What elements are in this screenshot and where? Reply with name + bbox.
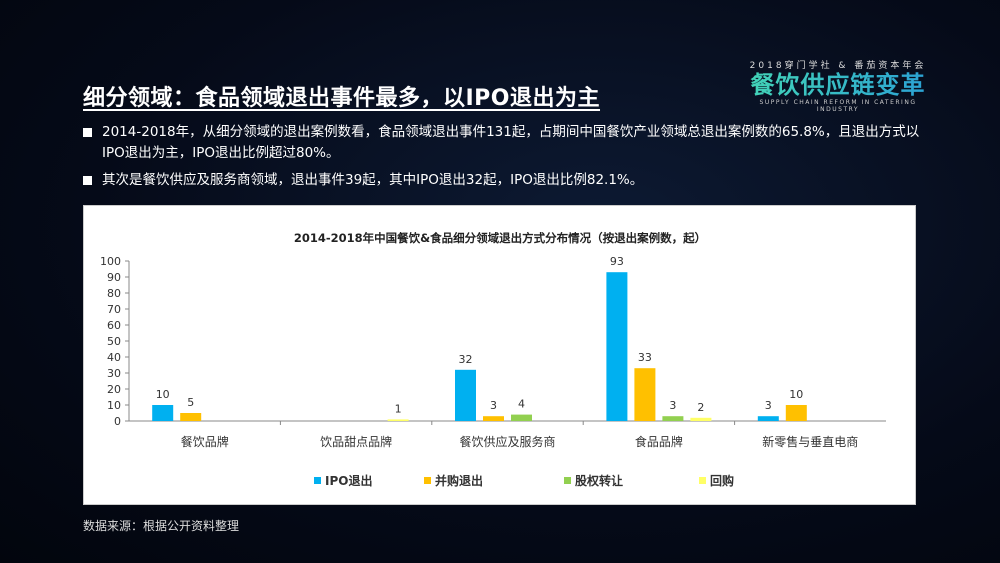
legend-swatch [564,477,571,484]
y-tick-label: 40 [107,351,121,364]
data-source: 数据来源：根据公开资料整理 [83,519,240,533]
data-label: 32 [459,353,473,366]
data-label: 3 [490,399,497,412]
bar-回购 [387,419,409,421]
data-label: 93 [610,255,624,268]
y-tick-label: 100 [100,255,121,268]
data-label: 3 [669,399,676,412]
bullet-square-icon [83,128,92,137]
chart-panel: 2014-2018年中国餐饮&食品细分领域退出方式分布情况（按退出案例数，起） 0… [83,205,916,505]
y-tick-label: 10 [107,399,121,412]
legend-swatch [699,477,706,484]
legend-label: 回购 [710,473,734,488]
data-label: 3 [765,399,772,412]
data-label: 33 [638,351,652,364]
logo-line3: SUPPLY CHAIN REFORM IN CATERING INDUSTRY [759,99,917,113]
page-title: 细分领域：食品领域退出事件最多，以IPO退出为主 [83,86,601,111]
x-tick-label: 餐饮品牌 [181,434,229,449]
bar-并购退出 [180,413,202,421]
bar-并购退出 [634,368,656,421]
data-label: 10 [156,388,170,401]
y-tick-label: 80 [107,287,121,300]
logo-line1: 2018穿门学社 & 番茄资本年会 [749,61,927,71]
x-tick-label: 食品品牌 [635,434,683,449]
x-tick-label: 饮品甜点品牌 [320,435,392,449]
legend-swatch [424,477,431,484]
bullet-square-icon [83,176,92,185]
x-tick-label: 餐饮供应及服务商 [459,434,555,449]
bar-回购 [690,417,712,421]
data-label: 10 [789,388,803,401]
y-tick-label: 60 [107,319,121,332]
y-tick-label: 20 [107,383,121,396]
event-logo: 2018穿门学社 & 番茄资本年会 餐饮供应链变革 SUPPLY CHAIN R… [738,58,938,113]
y-tick-label: 50 [107,335,121,348]
bar-IPO退出 [152,405,174,421]
bar-chart: 2014-2018年中国餐饮&食品细分领域退出方式分布情况（按退出案例数，起） 0… [100,231,886,488]
legend-label: 并购退出 [435,473,483,488]
bullet-item: 其次是餐饮供应及服务商领域，退出事件39起，其中IPO退出32起，IPO退出比例… [83,170,923,191]
bullet-text: 其次是餐饮供应及服务商领域，退出事件39起，其中IPO退出32起，IPO退出比例… [102,172,644,188]
bullet-text: 2014-2018年，从细分领域的退出案例数看，食品领域退出事件131起，占期间… [102,124,920,161]
legend-label: IPO退出 [325,473,372,488]
bullet-item: 2014-2018年，从细分领域的退出案例数看，食品领域退出事件131起，占期间… [83,122,923,164]
data-label: 2 [697,401,704,414]
data-label: 4 [518,398,525,411]
bar-IPO退出 [606,272,628,421]
bar-IPO退出 [757,416,779,421]
bullet-list: 2014-2018年，从细分领域的退出案例数看，食品领域退出事件131起，占期间… [83,122,923,197]
x-tick-label: 新零售与垂直电商 [762,434,858,449]
data-label: 5 [187,396,194,409]
legend-label: 股权转让 [575,473,623,488]
y-tick-label: 30 [107,367,121,380]
bar-IPO退出 [455,369,476,421]
y-tick-label: 90 [107,271,121,284]
y-tick-label: 70 [107,303,121,316]
bar-并购退出 [785,405,807,421]
bar-并购退出 [483,416,504,421]
logo-line2: 餐饮供应链变革 [738,71,938,99]
data-label: 1 [395,402,402,415]
y-tick-label: 0 [114,415,121,428]
legend-swatch [314,477,321,484]
chart-title: 2014-2018年中国餐饮&食品细分领域退出方式分布情况（按退出案例数，起） [294,231,706,245]
bar-股权转让 [511,414,532,421]
bar-股权转让 [662,416,684,421]
